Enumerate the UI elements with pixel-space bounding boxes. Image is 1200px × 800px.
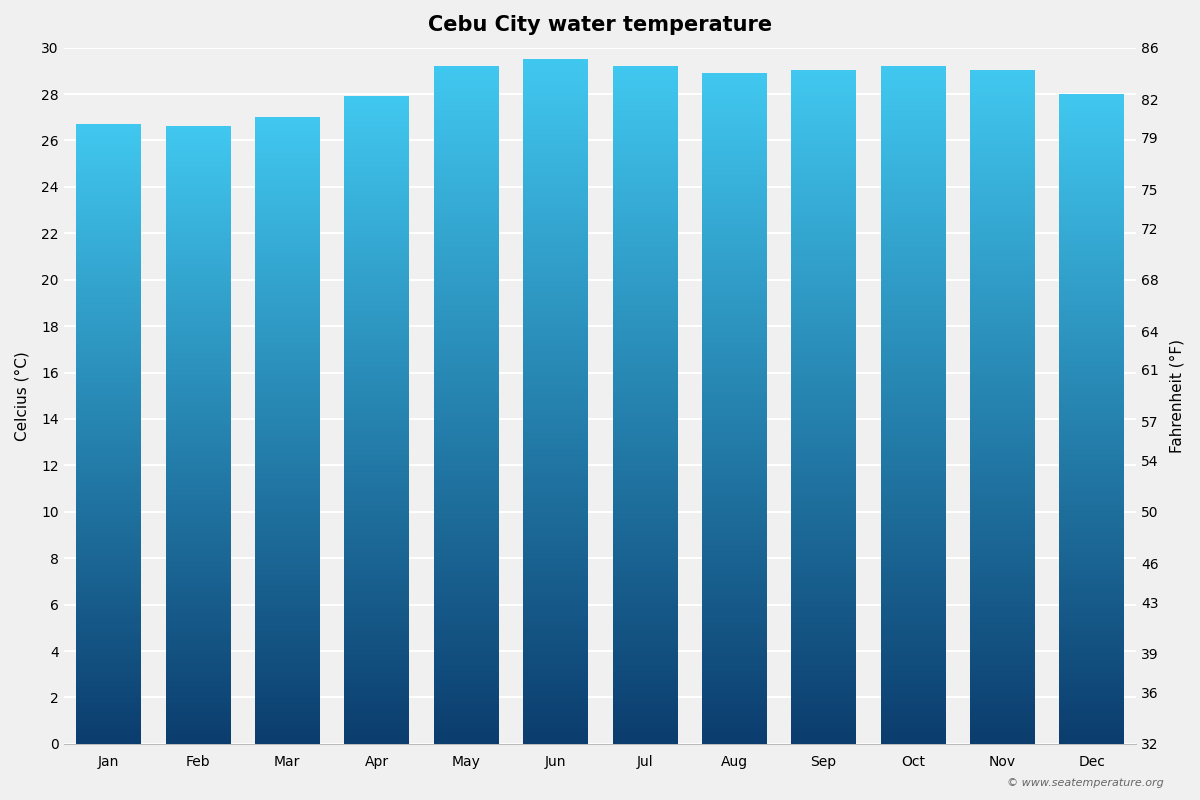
Y-axis label: Fahrenheit (°F): Fahrenheit (°F) — [1170, 338, 1186, 453]
Y-axis label: Celcius (°C): Celcius (°C) — [14, 351, 30, 441]
Text: © www.seatemperature.org: © www.seatemperature.org — [1007, 778, 1164, 788]
Title: Cebu City water temperature: Cebu City water temperature — [428, 15, 772, 35]
